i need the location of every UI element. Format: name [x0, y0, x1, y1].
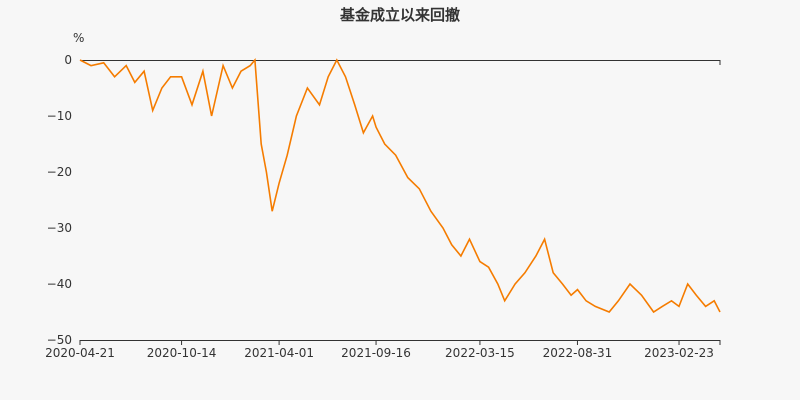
y-tick-label: −50 — [47, 333, 72, 347]
chart-title: 基金成立以来回撤 — [339, 6, 460, 24]
y-tick-label: −30 — [47, 221, 72, 235]
y-unit-label: % — [73, 31, 84, 45]
drawdown-series-line — [79, 57, 721, 314]
x-tick-label: 2023-02-23 — [644, 346, 714, 360]
x-axis: 2020-04-21 2020-10-14 2021-04-01 2021-09-16… — [45, 60, 721, 360]
y-axis: 0 −10 −20 −30 −40 −50 — [47, 53, 72, 347]
y-tick-label: −20 — [47, 165, 72, 179]
y-tick-label: 0 — [64, 53, 72, 67]
x-tick-label: 2020-10-14 — [147, 346, 217, 360]
x-tick-label: 2020-04-21 — [45, 346, 115, 360]
x-tick-label: 2022-08-31 — [543, 346, 613, 360]
x-tick-label: 2022-03-15 — [445, 346, 515, 360]
y-tick-label: −10 — [47, 109, 72, 123]
y-tick-label: −40 — [47, 277, 72, 291]
x-tick-label: 2021-04-01 — [244, 346, 314, 360]
x-tick-label: 2021-09-16 — [341, 346, 411, 360]
